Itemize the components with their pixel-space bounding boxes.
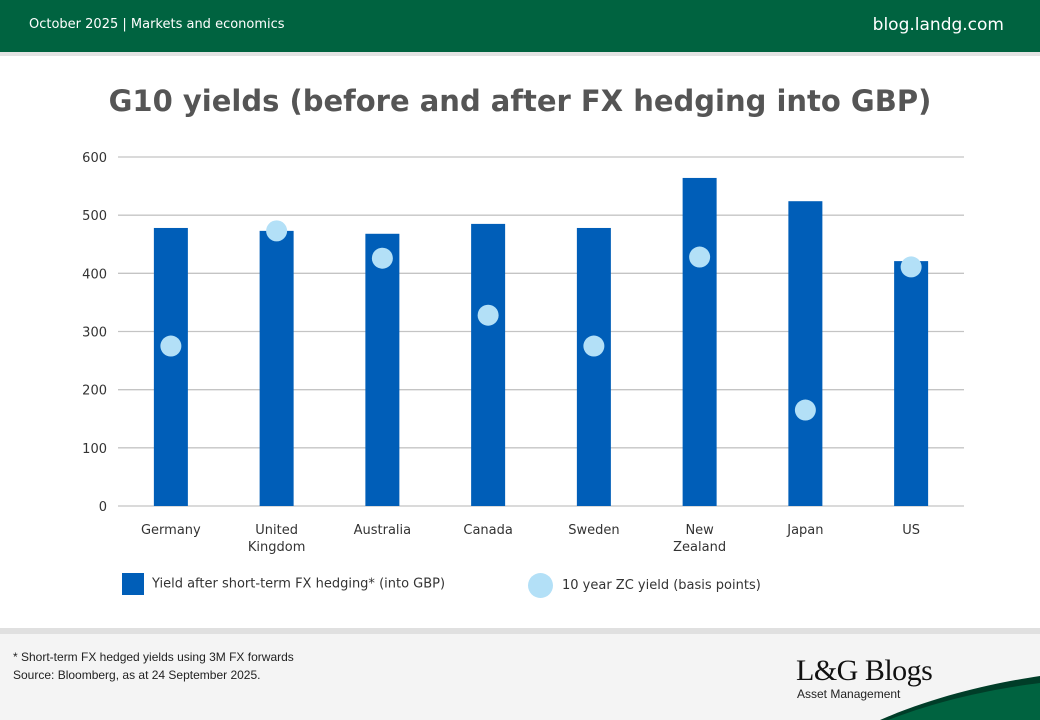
decorative-swoosh [880,676,1040,720]
header-date-category: October 2025 | Markets and economics [29,17,285,32]
y-tick-label: 300 [82,326,107,341]
legend-dot-swatch [528,573,553,598]
bar-canada [471,223,506,506]
dot-us [900,256,922,278]
source-note: Source: Bloomberg, as at 24 September 20… [13,668,261,682]
footnote: * Short-term FX hedged yields using 3M F… [13,650,294,664]
dot-japan [794,399,816,421]
legend-item-hedged-yield: Yield after short-term FX hedging* (into… [122,573,445,595]
legend-item-zc-yield: 10 year ZC yield (basis points) [528,573,761,598]
bar-australia [365,233,400,506]
y-tick-label: 200 [82,384,107,399]
y-tick-label: 600 [82,151,107,166]
x-tick-label: New [685,523,714,538]
x-tick-label: Japan [786,523,823,538]
dot-new-zealand [689,246,711,268]
x-tick-label: Germany [141,523,201,538]
footer: * Short-term FX hedged yields using 3M F… [0,634,1040,720]
brand-subtitle: Asset Management [797,687,901,701]
dot-united-kingdom [266,220,288,242]
x-tick-label: Australia [354,523,412,538]
brand-logo: L&G Blogs [796,654,933,687]
dot-canada [477,304,499,326]
dot-germany [160,335,182,357]
legend-label-zc: 10 year ZC yield (basis points) [562,578,761,593]
y-tick-label: 400 [82,267,107,282]
dot-australia [371,247,393,269]
chart-title: G10 yields (before and after FX hedging … [108,84,932,118]
x-tick-label: Canada [463,523,512,538]
x-tick-label: Kingdom [248,540,306,555]
x-tick-label: Sweden [568,523,619,538]
header-divider [0,52,1040,56]
x-tick-label: US [902,523,920,538]
header-bar: October 2025 | Markets and economics blo… [0,0,1040,52]
chart: 0 100 200 300 400 500 600 Germany United Kingdom… [82,151,964,555]
bar-japan [788,201,823,506]
legend-bar-swatch [122,573,144,595]
bar-us [894,261,929,506]
x-tick-label: United [255,523,298,538]
header-site-link[interactable]: blog.landg.com [872,15,1004,35]
footer-divider [0,628,1040,634]
x-tick-label: Zealand [673,540,726,555]
y-tick-label: 0 [99,500,107,515]
legend-label-hedged: Yield after short-term FX hedging* (into… [152,576,446,592]
bar-sweden [576,227,611,507]
bar-united-kingdom [259,230,294,506]
dot-sweden [583,335,605,357]
bar-germany [153,227,188,507]
y-tick-label: 500 [82,209,107,224]
y-tick-label: 100 [82,442,107,457]
bar-new-zealand [682,177,717,506]
